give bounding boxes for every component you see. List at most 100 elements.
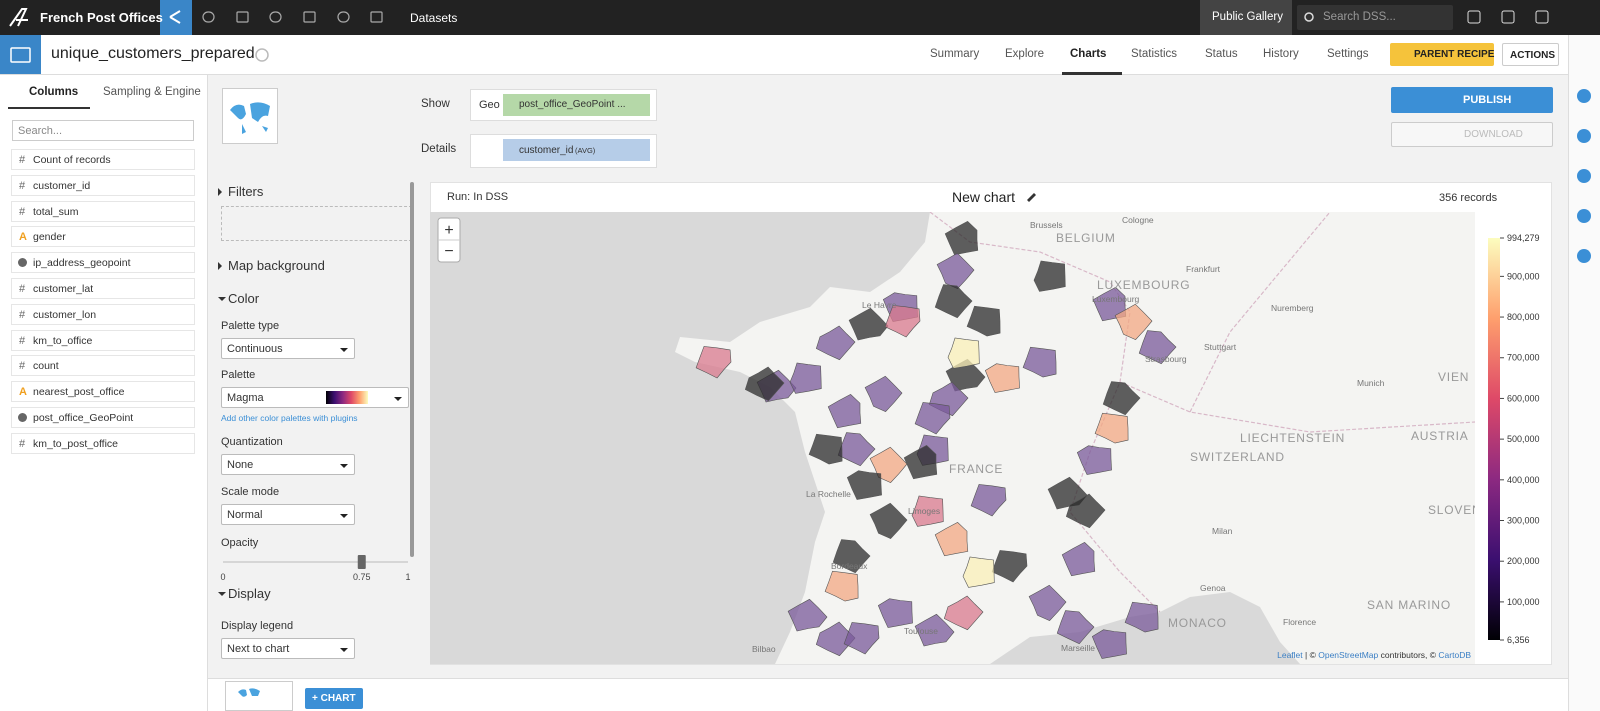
search-box[interactable] bbox=[1297, 5, 1453, 30]
region bbox=[962, 556, 995, 588]
gallery-label[interactable]: Public Gallery bbox=[1212, 11, 1283, 23]
add-chart[interactable]: + CHART bbox=[305, 688, 363, 709]
section-title[interactable]: Filters bbox=[228, 184, 264, 199]
map-label: SLOVENIA bbox=[1428, 503, 1475, 517]
search-icon bbox=[1304, 12, 1314, 22]
region bbox=[864, 375, 903, 412]
panel-icons bbox=[1027, 193, 1036, 202]
slider-tick: 0 bbox=[220, 572, 225, 582]
map-label: Milan bbox=[1212, 526, 1233, 536]
select[interactable]: Next to chart bbox=[221, 638, 355, 659]
map-label: LIECHTENSTEIN bbox=[1240, 431, 1345, 445]
download-button bbox=[1391, 122, 1553, 147]
map-label: Genoa bbox=[1200, 583, 1226, 593]
column-row[interactable]: # km_to_post_office bbox=[11, 432, 195, 454]
column-row[interactable]: # km_to_office bbox=[11, 329, 195, 351]
map-label: Bordeaux bbox=[831, 561, 868, 571]
select[interactable]: Normal bbox=[221, 504, 355, 525]
parent-recipe[interactable]: PARENT RECIPE bbox=[1390, 43, 1494, 66]
column-row[interactable]: # customer_lon bbox=[11, 303, 195, 325]
map-label: Strasbourg bbox=[1145, 354, 1187, 364]
header-tab[interactable]: Summary bbox=[930, 48, 980, 60]
tab-underline bbox=[8, 107, 90, 109]
sidebar-tab[interactable]: Sampling & Engine bbox=[103, 86, 201, 98]
toolbar-icons bbox=[9, 8, 1549, 27]
map-label: MONACO bbox=[1168, 616, 1227, 630]
column-row[interactable]: # customer_lat bbox=[11, 278, 195, 299]
region bbox=[1033, 260, 1066, 292]
gallery-button[interactable] bbox=[1200, 0, 1292, 35]
attribution: Leaflet | © OpenStreetMap contributors, … bbox=[1277, 650, 1471, 660]
select[interactable]: Magma bbox=[221, 387, 409, 408]
details-agg[interactable]: (AVG) bbox=[575, 146, 596, 155]
map-label: Le Havre bbox=[862, 300, 897, 310]
column-search[interactable]: Search... bbox=[12, 120, 194, 141]
world-shape bbox=[230, 102, 270, 134]
column-row[interactable]: post_office_GeoPoint bbox=[11, 407, 195, 428]
details-field[interactable]: customer_id bbox=[519, 145, 574, 156]
map-label: Toulouse bbox=[904, 626, 938, 636]
attribution-part[interactable]: OpenStreetMap bbox=[1318, 650, 1378, 660]
header-tab[interactable]: History bbox=[1263, 48, 1299, 60]
run-label: Run: In DSS bbox=[447, 191, 509, 203]
actions[interactable]: ACTIONS bbox=[1502, 43, 1559, 66]
search-placeholder[interactable]: Search DSS... bbox=[1323, 11, 1396, 23]
settings-icon bbox=[255, 48, 269, 62]
field-label: Display legend bbox=[221, 620, 294, 632]
section-caret bbox=[218, 262, 226, 270]
map-label: La Rochelle bbox=[806, 489, 851, 499]
header-tab[interactable]: Charts bbox=[1070, 48, 1107, 60]
nav-datasets[interactable]: Datasets bbox=[410, 11, 458, 25]
publish-button[interactable] bbox=[1391, 87, 1553, 113]
section-title[interactable]: Display bbox=[228, 586, 271, 601]
attribution-part[interactable]: CartoDB bbox=[1438, 650, 1471, 660]
header-tab[interactable]: Statistics bbox=[1131, 48, 1178, 60]
sidebar-tab[interactable]: Columns bbox=[29, 86, 79, 98]
map-label: Munich bbox=[1357, 378, 1385, 388]
map-label: SWITZERLAND bbox=[1190, 450, 1285, 464]
attribution-part[interactable]: Leaflet bbox=[1277, 650, 1303, 660]
plugins-link[interactable]: Add other color palettes with plugins bbox=[221, 413, 358, 423]
section-title[interactable]: Map background bbox=[228, 258, 325, 273]
column-row[interactable]: # customer_id bbox=[11, 174, 195, 196]
options-scrollbar bbox=[410, 182, 414, 557]
details-pill[interactable] bbox=[503, 139, 650, 161]
map-label: AUSTRIA bbox=[1411, 429, 1469, 443]
map-label: Brussels bbox=[1030, 220, 1063, 230]
region bbox=[789, 362, 822, 394]
select[interactable]: Continuous bbox=[221, 338, 355, 359]
publish-label[interactable]: PUBLISH bbox=[1463, 94, 1512, 106]
header-icons bbox=[10, 47, 269, 63]
tool-icon bbox=[1467, 10, 1481, 24]
chart-type-picker[interactable] bbox=[222, 88, 278, 144]
map-label: Luxembourg bbox=[1092, 294, 1140, 304]
header-tab[interactable]: Status bbox=[1205, 48, 1238, 60]
region bbox=[970, 484, 1007, 517]
header-tab[interactable]: Explore bbox=[1005, 48, 1044, 60]
chart-title[interactable]: New chart bbox=[952, 189, 1016, 205]
column-name: ip_address_geopoint bbox=[33, 257, 131, 270]
folder-icon bbox=[10, 47, 31, 63]
header-tab[interactable]: Settings bbox=[1327, 48, 1369, 60]
column-row[interactable]: ip_address_geopoint bbox=[11, 252, 195, 274]
geo-field[interactable]: post_office_GeoPoint ... bbox=[519, 99, 626, 110]
section-title[interactable]: Color bbox=[228, 291, 260, 306]
flow-icon[interactable] bbox=[160, 0, 192, 35]
select[interactable]: None bbox=[221, 454, 355, 475]
rail-icon bbox=[1577, 169, 1591, 183]
column-name: nearest_post_office bbox=[33, 386, 125, 399]
column-row[interactable]: # count bbox=[11, 355, 195, 377]
legend-bar bbox=[1488, 238, 1500, 640]
region bbox=[1102, 381, 1141, 416]
region bbox=[914, 613, 955, 647]
opacity-slider: 0 0.75 1 bbox=[220, 555, 411, 582]
column-row[interactable]: # Count of records bbox=[11, 149, 195, 170]
zoom-in: + bbox=[444, 222, 453, 239]
column-row[interactable]: # total_sum bbox=[11, 200, 195, 222]
dataset-name: unique_customers_prepared bbox=[51, 45, 255, 62]
legend-label: 400,000 bbox=[1507, 475, 1540, 485]
geo-pill[interactable] bbox=[503, 94, 650, 116]
